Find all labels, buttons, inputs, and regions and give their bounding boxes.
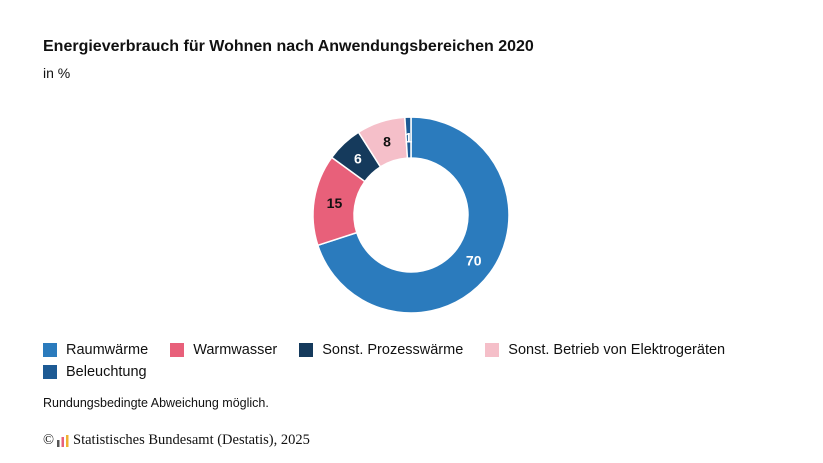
copyright-symbol: © <box>43 432 55 448</box>
legend-swatch <box>43 364 57 379</box>
donut-slice-5 <box>404 116 412 159</box>
legend-label: Raumwärme <box>66 341 149 358</box>
legend-swatch <box>485 342 500 357</box>
slice-value-label: 1 <box>405 130 413 146</box>
slice-value-label: 15 <box>327 195 343 211</box>
source-line: © Statistisches Bundesamt (Destatis), 20… <box>43 432 310 449</box>
chart-legend: Raumwärme Warmwasser Sonst. Prozesswärme So… <box>43 341 803 380</box>
destatis-logo-icon <box>57 434 69 447</box>
donut-slice-1 <box>316 116 510 314</box>
donut-chart: 70 15 6 8 1 <box>312 116 510 314</box>
legend-label: Sonst. Betrieb von Elektrogeräten <box>508 341 726 358</box>
legend-label: Sonst. Prozesswärme <box>322 341 464 358</box>
legend-item: Warmwasser <box>170 341 277 358</box>
legend-item: Beleuchtung <box>43 363 147 380</box>
legend-item: Raumwärme <box>43 341 148 358</box>
legend-item: Sonst. Prozesswärme <box>299 341 463 358</box>
legend-label: Warmwasser <box>193 341 278 358</box>
legend-swatch <box>170 342 185 357</box>
legend-label: Beleuchtung <box>66 363 147 380</box>
slice-value-label: 70 <box>466 253 482 269</box>
source-text: Statistisches Bundesamt (Destatis), 2025 <box>73 432 310 448</box>
chart-subtitle: in % <box>43 65 71 81</box>
legend-swatch <box>43 342 57 357</box>
slice-value-label: 8 <box>383 133 391 149</box>
chart-title: Energieverbrauch für Wohnen nach Anwendu… <box>43 38 534 55</box>
slice-value-label: 6 <box>354 151 362 167</box>
legend-swatch <box>299 342 314 357</box>
legend-item: Sonst. Betrieb von Elektrogeräten <box>485 341 725 358</box>
rounding-note: Rundungsbedingte Abweichung möglich. <box>43 396 269 410</box>
